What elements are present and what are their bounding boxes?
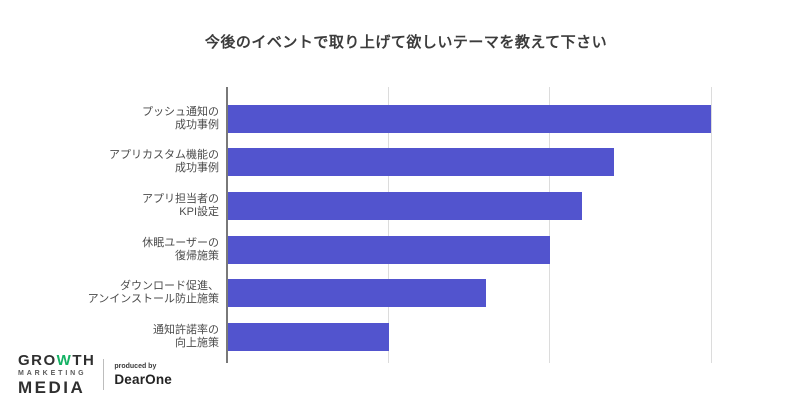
category-label-line: ダウンロード促進、 xyxy=(120,280,219,293)
category-label-line: KPI設定 xyxy=(179,206,219,219)
category-label-3: 休眠ユーザーの 復帰施策 xyxy=(0,236,219,264)
bar-0 xyxy=(228,104,711,133)
logo-footer: GROWTH MARKETING MEDIA produced by DearO… xyxy=(18,353,172,396)
category-label-line: プッシュ通知の xyxy=(142,105,219,118)
category-label-line: 向上施策 xyxy=(175,337,219,350)
bar-4 xyxy=(228,279,486,308)
category-label-1: アプリカスタム機能の 成功事例 xyxy=(0,148,219,176)
category-label-line: アプリ担当者の xyxy=(142,193,219,206)
y-axis-line xyxy=(226,87,228,363)
dearone-logo: produced by DearOne xyxy=(114,362,172,387)
logo-media-text: MEDIA xyxy=(18,378,86,397)
chart-title: 今後のイベントで取り上げて欲しいテーマを教えて下さい xyxy=(204,34,608,51)
logo-marketing-text: MARKETING xyxy=(18,370,87,377)
gridline-x-15 xyxy=(711,87,712,363)
category-label-line: 休眠ユーザーの xyxy=(142,236,219,249)
logo-growth-post: TH xyxy=(72,352,96,369)
bar-series xyxy=(228,97,711,359)
check-w-icon: W xyxy=(56,352,73,369)
plot-area xyxy=(226,87,712,363)
logo-growth-pre: GRO xyxy=(18,352,57,369)
logo-divider xyxy=(103,359,105,390)
bar-row xyxy=(228,148,711,177)
gridline-x-10 xyxy=(549,87,551,363)
category-label-line: 成功事例 xyxy=(175,118,219,131)
category-label-column: プッシュ通知の 成功事例 アプリカスタム機能の 成功事例 アプリ担当者の KPI設定 休眠ユ… xyxy=(0,97,219,359)
category-label-4: ダウンロード促進、 アンインストール防止施策 xyxy=(0,279,219,307)
produced-by-label: produced by xyxy=(114,363,157,370)
category-label-line: 成功事例 xyxy=(175,162,219,175)
bar-row xyxy=(228,323,711,352)
category-label-line: アプリカスタム機能の xyxy=(109,149,219,162)
category-label-0: プッシュ通知の 成功事例 xyxy=(0,105,219,133)
bar-row xyxy=(228,235,711,264)
category-label-2: アプリ担当者の KPI設定 xyxy=(0,192,219,220)
growth-marketing-media-logo: GROWTH MARKETING MEDIA xyxy=(18,353,95,396)
dearone-brand-text: DearOne xyxy=(114,372,173,387)
category-label-5: 通知許諾率の 向上施策 xyxy=(0,323,219,351)
gridline-x-5 xyxy=(387,87,389,363)
category-label-line: 通知許諾率の xyxy=(153,324,219,337)
category-label-line: アンインストール防止施策 xyxy=(87,293,219,306)
bar-3 xyxy=(228,235,550,264)
bar-1 xyxy=(228,148,615,177)
bar-2 xyxy=(228,192,583,221)
bar-row xyxy=(228,279,711,308)
category-label-line: 復帰施策 xyxy=(175,249,219,262)
bar-row xyxy=(228,192,711,221)
bar-5 xyxy=(228,323,389,352)
logo-growth-text: GROWTH xyxy=(18,353,95,368)
bar-row xyxy=(228,104,711,133)
